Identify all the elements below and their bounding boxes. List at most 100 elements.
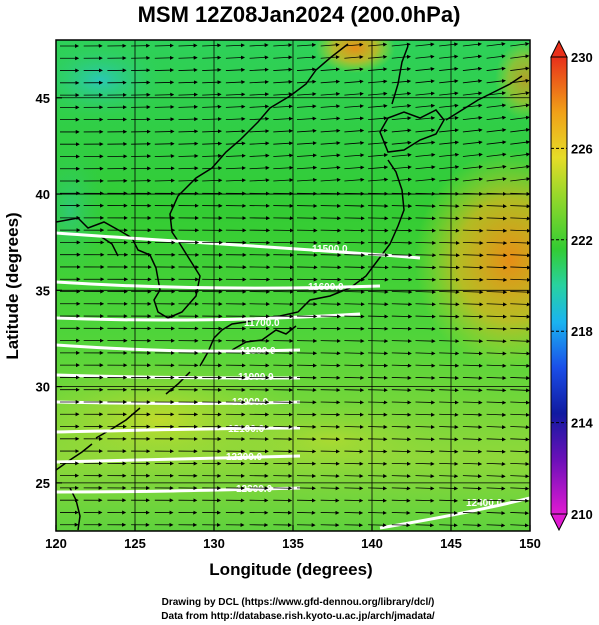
wind-arrow xyxy=(178,55,198,60)
wind-arrow xyxy=(415,498,435,503)
colorbar-gradient xyxy=(550,56,568,515)
wind-arrow xyxy=(462,177,484,182)
wind-arrow xyxy=(273,116,293,121)
wind-arrow xyxy=(486,449,506,454)
wind-arrow xyxy=(202,55,222,60)
wind-arrow xyxy=(368,351,389,356)
wind-arrow xyxy=(249,129,270,134)
wind-arrow xyxy=(202,104,222,109)
wind-arrow xyxy=(391,449,412,454)
wind-arrow xyxy=(439,302,460,307)
wind-arrow xyxy=(486,339,507,344)
wind-arrow xyxy=(415,42,435,47)
wind-arrow xyxy=(415,152,436,157)
wind-arrow xyxy=(368,177,389,182)
wind-arrow xyxy=(154,104,175,109)
wind-arrow xyxy=(415,486,435,491)
wind-arrow xyxy=(510,177,530,182)
wind-arrow xyxy=(462,290,484,295)
wind-arrow xyxy=(510,241,530,246)
wind-arrow xyxy=(486,314,507,319)
wind-arrow xyxy=(510,253,530,258)
wind-arrow xyxy=(344,116,365,121)
wind-arrow xyxy=(368,204,389,209)
wind-arrow xyxy=(391,461,411,466)
wind-arrow xyxy=(415,412,436,417)
wind-arrow xyxy=(462,91,483,96)
wind-arrow xyxy=(462,277,484,282)
wind-arrow xyxy=(344,153,365,158)
wind-arrow xyxy=(486,78,506,84)
wind-arrow xyxy=(391,116,412,121)
wind-arrow xyxy=(391,351,412,356)
wind-arrow xyxy=(368,375,388,380)
wind-arrow xyxy=(344,67,364,72)
wind-arrow xyxy=(391,302,413,307)
wind-arrow xyxy=(439,277,460,282)
wind-arrow xyxy=(486,54,506,59)
wind-arrow xyxy=(462,511,482,516)
wind-arrow xyxy=(249,178,270,183)
wind-arrow xyxy=(462,128,483,133)
wind-arrow xyxy=(462,400,483,405)
wind-arrow xyxy=(462,523,482,528)
colorbar-tick-label: 230 xyxy=(571,50,593,65)
wind-arrow xyxy=(439,339,460,344)
wind-arrow xyxy=(320,177,341,182)
wind-arrow xyxy=(510,498,530,503)
wind-arrow xyxy=(415,425,435,430)
wind-arrow xyxy=(510,425,530,430)
wind-arrow xyxy=(486,277,508,282)
contour-label: 12200.0 xyxy=(226,452,263,463)
wind-arrow xyxy=(439,437,459,442)
wind-arrow xyxy=(273,43,293,48)
wind-arrow xyxy=(462,339,484,344)
wind-arrow xyxy=(296,177,318,182)
contour-label: 11600.0 xyxy=(308,282,344,293)
wind-vectors xyxy=(60,42,530,528)
wind-arrow xyxy=(178,43,198,48)
wind-arrow xyxy=(273,92,293,97)
wind-arrow xyxy=(368,461,388,466)
wind-arrow xyxy=(391,253,413,258)
wind-arrow xyxy=(320,153,341,158)
wind-arrow xyxy=(486,204,507,209)
wind-arrow xyxy=(178,166,199,171)
wind-arrow xyxy=(202,129,222,134)
wind-arrow xyxy=(462,265,484,270)
wind-arrow xyxy=(415,253,437,258)
wind-arrow xyxy=(415,510,435,515)
wind-arrow xyxy=(439,351,460,356)
wind-arrow xyxy=(462,216,484,221)
wind-arrow xyxy=(486,474,506,479)
wind-arrow xyxy=(486,437,506,442)
contour-label: 11700.0 xyxy=(244,318,280,329)
wind-arrow xyxy=(439,253,460,258)
wind-arrow xyxy=(391,498,411,503)
wind-arrow xyxy=(391,204,413,209)
wind-arrow xyxy=(439,363,460,368)
y-tick-label: 45 xyxy=(36,91,50,106)
wind-arrow xyxy=(368,400,388,405)
wind-arrow xyxy=(320,55,340,60)
wind-arrow xyxy=(486,425,507,430)
wind-arrow xyxy=(391,216,413,221)
wind-arrow xyxy=(391,165,412,170)
wind-arrow xyxy=(486,400,507,405)
wind-arrow xyxy=(344,140,365,145)
warm-region xyxy=(315,40,395,73)
wind-arrow xyxy=(486,228,508,233)
wind-arrow xyxy=(486,91,507,96)
wind-arrow xyxy=(391,140,412,145)
wind-arrow xyxy=(462,363,483,368)
wind-arrow xyxy=(391,412,412,417)
wind-arrow xyxy=(202,67,222,72)
wind-arrow xyxy=(178,80,198,85)
wind-arrow xyxy=(510,78,530,84)
wind-arrow xyxy=(486,376,507,381)
wind-arrow xyxy=(368,302,389,307)
wind-arrow xyxy=(368,412,388,417)
wind-arrow xyxy=(462,140,483,145)
wind-arrow xyxy=(486,461,506,466)
